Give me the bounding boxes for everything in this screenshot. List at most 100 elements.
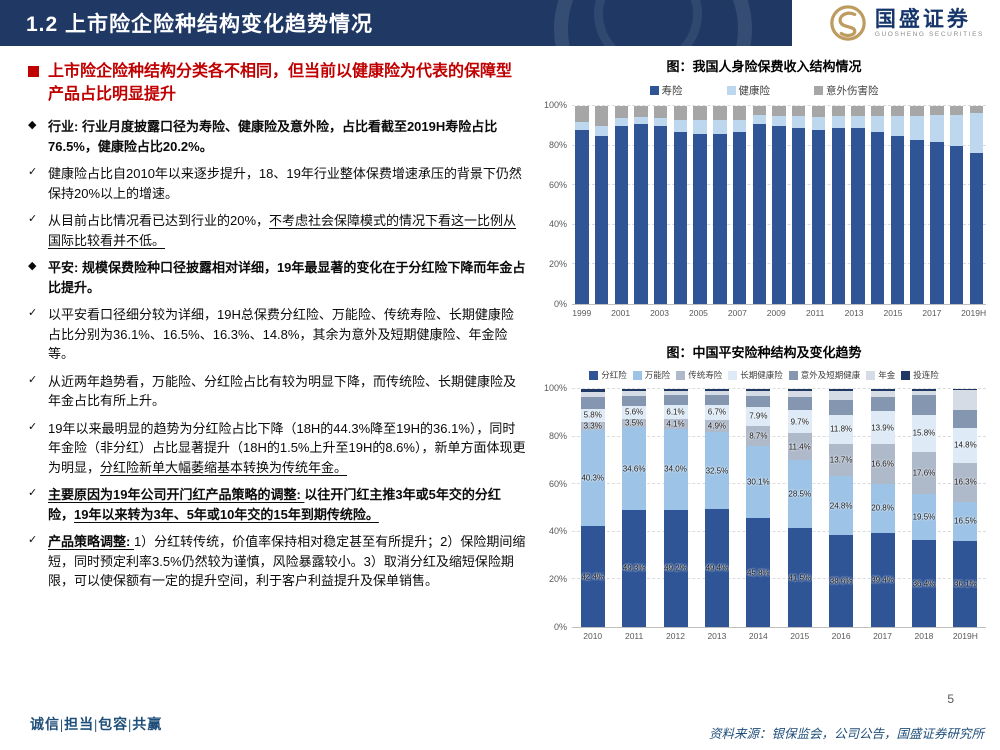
bar-segment [811,116,826,130]
bar-segment [930,141,944,304]
bar-segment [634,106,648,117]
bullet-marker-icon: ◆ [28,119,37,132]
bar-segment: 4.1% [663,419,688,429]
x-axis: 2010 2011 2012 2013 2014 2015 2016 2017 2018 2019… [542,631,986,641]
bar-segment [663,391,688,396]
bar-2014 [870,106,885,304]
bar-segment [752,106,767,115]
bar-segment [792,106,806,116]
bar-segment [614,106,628,118]
bar-segment [622,391,647,396]
legend-swatch-icon [649,86,659,95]
x-axis: 1999 2001 2003 2005 2007 2009 2011 2013 2015 2017… [542,308,986,318]
bar-segment [752,114,767,124]
bar-segment [634,123,648,304]
footer-slogan: 诚信|担当|包容|共赢 [30,718,163,733]
logo-text: 国盛证券 GUOSHENG SECURITIES [875,8,984,37]
bar-segment: 20.8% [870,483,895,534]
bar-segment: 16.6% [870,444,895,484]
logo: 国盛证券 GUOSHENG SECURITIES [829,4,984,42]
bullet-marker-icon: ✓ [28,420,38,433]
bar-2011: 49.3% 34.6% 3.5% 5.6% [622,389,647,627]
bar-segment: 17.6% [911,452,936,494]
bar-segment: 45.8% [746,518,771,627]
legend-item: 健康险 [726,83,770,98]
bar-segment [890,106,905,116]
bar-segment: 32.5% [704,432,729,510]
bar-segment [594,106,609,126]
chart-legend: 分红险 万能险 传统寿险 长期健康险 意外及短期健康 年金 投连险 [542,369,986,381]
bar-2017 [930,106,944,304]
bar-segment [752,123,767,304]
bar-segment: 7.9% [746,406,771,426]
logo-subtitle: GUOSHENG SECURITIES [874,30,984,38]
bullet-marker-icon: ◆ [28,260,37,273]
bar-segment [870,389,895,391]
bar-segment [746,391,771,397]
bar-segment [580,392,605,397]
bar-2016: 38.6% 24.8% 13.7% 11.8% [829,389,854,627]
bar-segment [693,119,707,134]
bar-segment [890,115,905,136]
bar-segment [580,389,605,393]
list-item: ✓ 产品策略调整: 1）分红转传统，价值率保持相对稳定甚至有所提升；2）保险期间缩… [28,534,526,589]
bar-segment: 3.3% [580,422,605,431]
bullet-list: ◆ 行业: 行业月度披露口径为寿险、健康险及意外险，占比看截至2019H寿险占比7… [28,117,526,591]
bar-segment [829,399,854,416]
bar-segment [792,127,806,304]
bar-segment: 16.3% [953,463,978,502]
bar-segment [811,129,826,304]
bar-segment [772,106,786,116]
bar-segment: 11.4% [787,433,812,461]
bar-2003 [654,106,668,304]
bar-2018: 36.4% 19.5% 17.6% 15.8% [911,389,936,627]
bar-segment [634,116,648,124]
bar-segment [575,129,589,304]
chart-industry-premium-structure: 图：我国人身险保费收入结构情况 寿险 健康险 意外伤害险 0% 20% 40% 60% 80… [542,56,986,318]
square-bullet-icon [28,66,39,77]
bar-segment [732,119,747,132]
bar-segment: 34.0% [663,429,688,510]
plot-area [572,105,986,305]
bar-segment [654,106,668,118]
legend-swatch-icon [676,370,686,380]
bar-segment [673,106,688,120]
bar-segment: 15.8% [911,414,936,453]
x-axis-labels: 2010 2011 2012 2013 2014 2015 2016 2017 2018 2019… [583,631,978,641]
legend-swatch-icon [728,370,738,380]
bar-2012 [831,106,845,304]
bar-segment: 13.9% [870,411,895,445]
bar-segment [910,106,924,116]
bar-segment: 19.5% [911,493,936,541]
bar-segment: 4.9% [704,420,729,433]
legend-swatch-icon [866,370,876,380]
legend-swatch-icon [814,86,823,95]
bar-segment: 39.4% [870,533,895,627]
bar-segment [732,106,747,120]
bar-segment: 36.1% [953,541,978,627]
bar-2019H [969,106,983,304]
bar-segment: 49.3% [622,509,647,627]
bar-segment: 6.1% [663,404,688,420]
bar-segment: 9.7% [787,410,812,434]
legend-item: 寿险 [649,83,683,98]
x-axis-labels: 1999 2001 2003 2005 2007 2009 2011 2013 2015 2017… [572,308,987,318]
list-item: ✓ 从目前占比情况看已达到行业的20%，不考虑社会保障模式的情况下看这一比例从国际… [28,213,517,248]
bar-segment: 36.4% [911,540,936,627]
bar-segment [910,115,924,140]
bar-2013 [851,106,865,304]
bar-segment [851,127,865,304]
bar-2011 [811,106,826,304]
bar-segment [594,125,609,136]
bullet-marker-icon: ✓ [28,307,38,320]
bar-segment [870,396,895,412]
bar-2001 [614,106,628,304]
bar-segment [772,125,786,304]
bar-segment [911,389,936,391]
bars: 42.4% 40.3% 3.3% 5.8% 49.3% 34.6% 3.5% 5.6% 49.2… [572,389,986,627]
bar-2017: 39.4% 20.8% 16.6% 13.9% [870,389,895,627]
bar-segment [772,115,786,126]
bar-segment [622,389,647,392]
bar-segment [575,121,589,130]
